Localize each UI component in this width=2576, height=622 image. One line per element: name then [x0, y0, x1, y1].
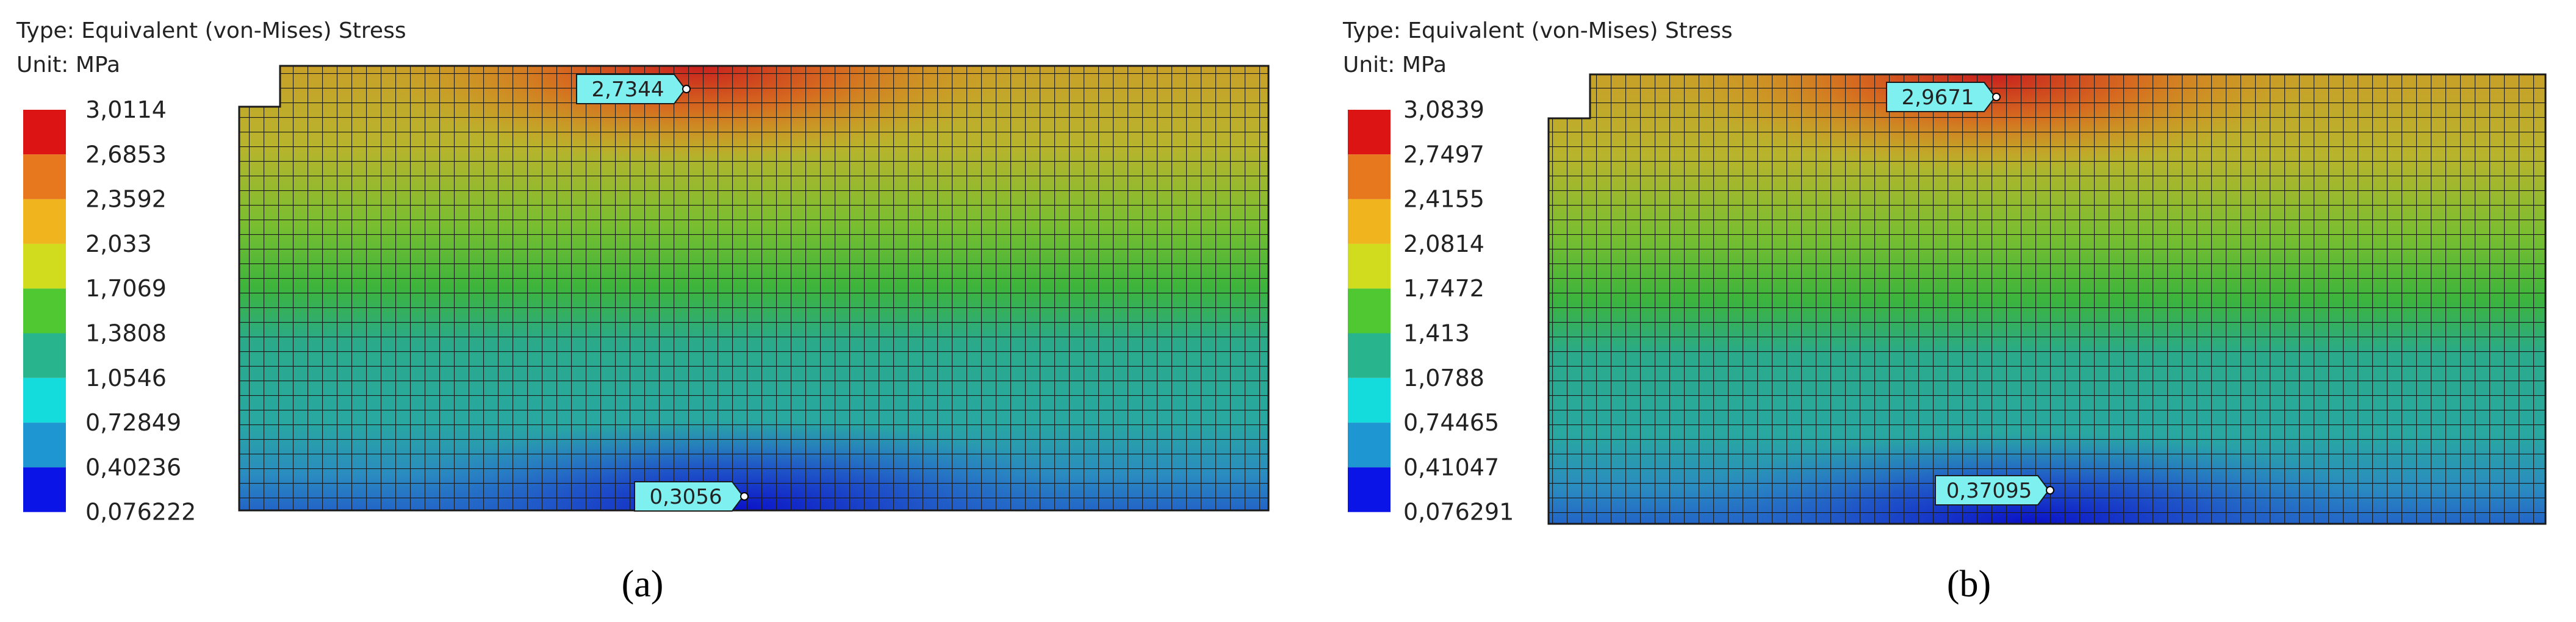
legend-label: 0,076222: [85, 499, 196, 526]
result-panel: Type: Equivalent (von-Mises) Stress Unit:…: [16, 18, 1270, 605]
plate: [239, 66, 1268, 510]
plate-border: [1547, 73, 2547, 525]
legend-label: 1,0546: [85, 365, 167, 391]
plate: [1549, 74, 2545, 524]
legend-label: 2,4155: [1403, 186, 1484, 213]
legend-label: 0,40236: [85, 454, 181, 481]
legend-label: 0,41047: [1403, 454, 1499, 481]
legend-swatch: [23, 154, 66, 199]
legend-swatch: [1348, 154, 1391, 199]
legend-label: 1,3808: [85, 320, 167, 347]
legend-swatch: [1348, 377, 1391, 423]
max-probe-box: [1886, 82, 1996, 112]
legend-swatch: [1348, 243, 1391, 289]
legend-label: 0,076291: [1403, 499, 1514, 526]
result-unit: Unit: MPa: [16, 52, 120, 77]
legend-label: 0,72849: [85, 409, 181, 436]
max-probe-label: 2,7344: [592, 77, 664, 102]
legend-swatch: [23, 243, 66, 289]
legend-swatch: [23, 288, 66, 334]
legend-swatch: [23, 333, 66, 378]
mesh: [1549, 74, 2545, 524]
legend-swatch: [1348, 199, 1391, 244]
plate-border: [238, 65, 1270, 512]
legend-swatch: [23, 377, 66, 423]
legend-swatch: [23, 110, 66, 155]
legend-swatch: [1348, 288, 1391, 334]
legend-label: 1,413: [1403, 320, 1470, 347]
legend-label: 1,7069: [85, 275, 167, 302]
legend-label: 1,0788: [1403, 365, 1484, 391]
min-probe-point: [2046, 486, 2054, 495]
legend-swatch: [1348, 333, 1391, 378]
result-type: Type: Equivalent (von-Mises) Stress: [16, 18, 406, 43]
legend-label: 0,74465: [1403, 409, 1499, 436]
legend-label: 2,3592: [85, 186, 167, 213]
min-probe-label: 0,3056: [650, 485, 722, 509]
max-probe-label: 2,9671: [1902, 85, 1974, 110]
legend-swatch: [1348, 110, 1391, 155]
mesh: [239, 66, 1268, 510]
caption: (b): [1947, 563, 1991, 605]
legend-label: 2,6853: [85, 141, 167, 168]
min-probe-label: 0,37095: [1946, 479, 2032, 503]
result-type: Type: Equivalent (von-Mises) Stress: [1342, 18, 1733, 43]
legend-swatch: [23, 467, 66, 512]
min-probe-box: [1935, 475, 2050, 506]
legend-label: 3,0114: [85, 96, 167, 123]
legend-swatch: [23, 199, 66, 244]
max-probe-point: [682, 85, 691, 93]
caption: (a): [622, 563, 664, 605]
max-probe-point: [1992, 93, 2001, 101]
max-probe-box: [576, 74, 686, 104]
legend-swatch: [1348, 423, 1391, 468]
legend-label: 2,033: [85, 231, 152, 257]
min-probe-point: [740, 492, 749, 501]
legend-label: 3,0839: [1403, 96, 1484, 123]
legend-label: 2,0814: [1403, 231, 1484, 257]
min-probe-box: [634, 481, 744, 512]
result-panel: Type: Equivalent (von-Mises) Stress Unit:…: [1342, 18, 2547, 605]
legend-label: 2,7497: [1403, 141, 1484, 168]
legend-label: 1,7472: [1403, 275, 1484, 302]
result-unit: Unit: MPa: [1343, 52, 1447, 77]
legend-swatch: [1348, 467, 1391, 512]
legend-swatch: [23, 423, 66, 468]
